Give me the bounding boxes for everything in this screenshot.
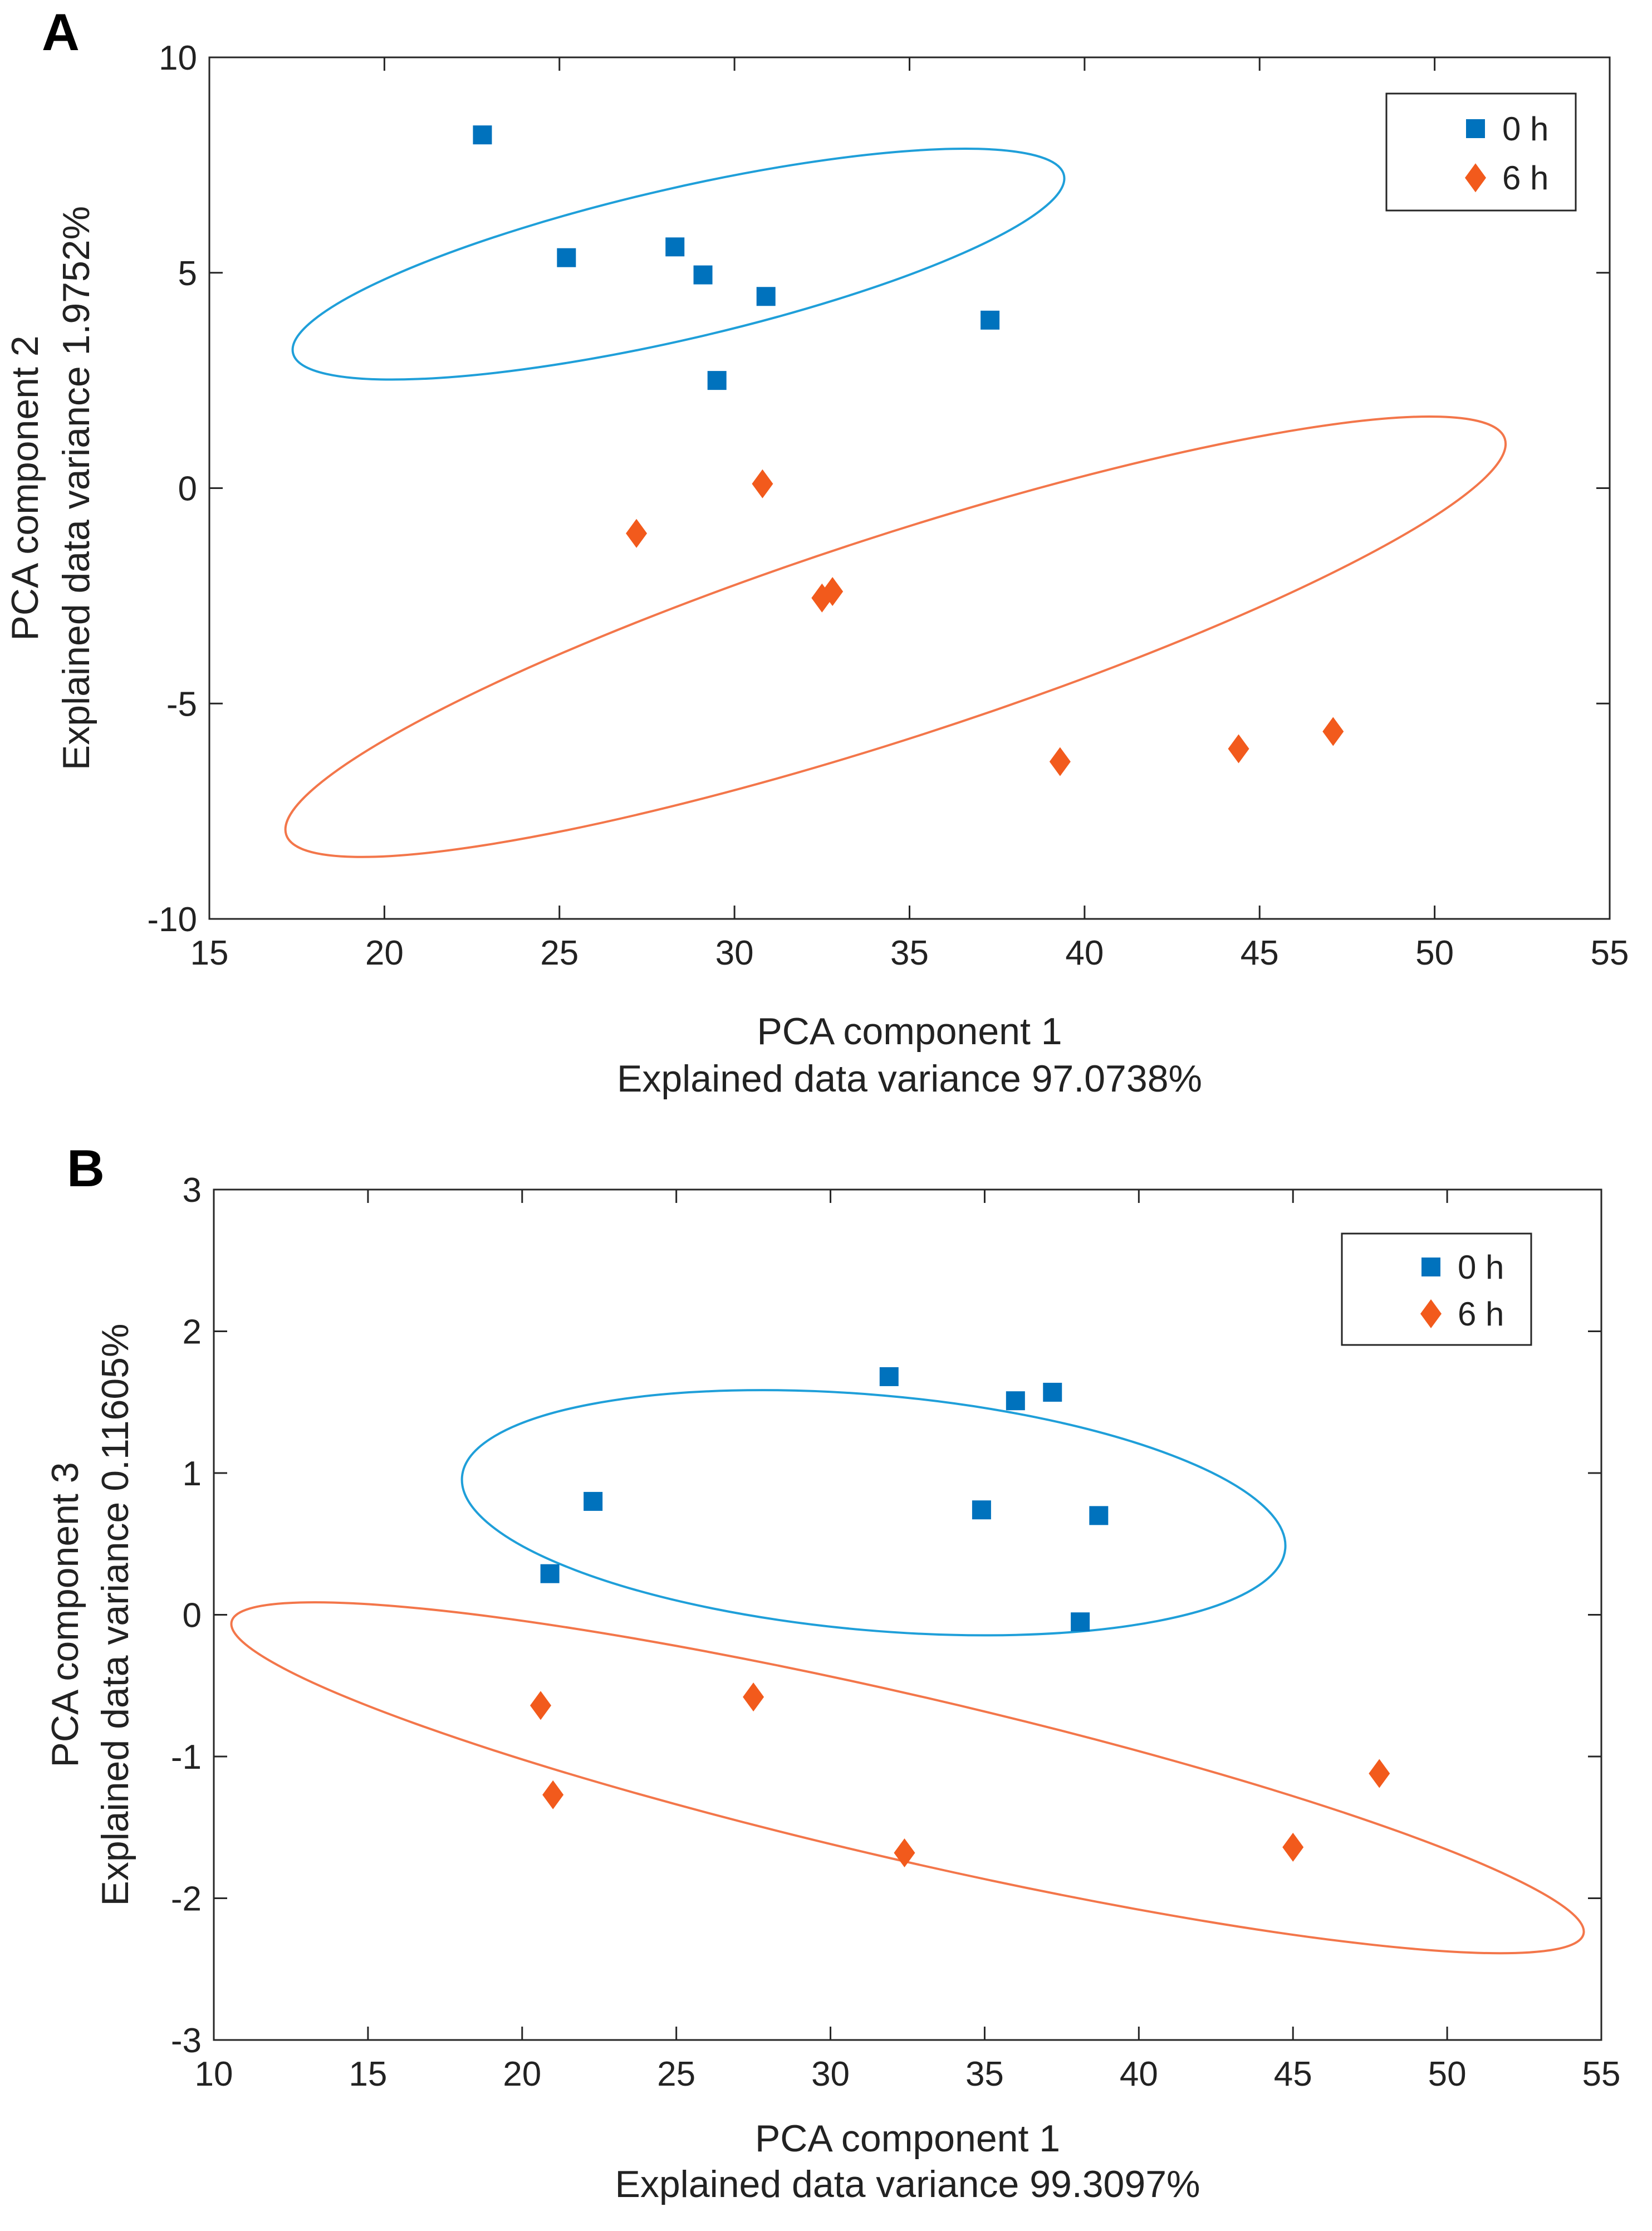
data-point-6h (1049, 747, 1071, 776)
x-tick-label: 30 (811, 2055, 850, 2093)
legend-label: 0 h (1458, 1249, 1504, 1286)
x-tick-label: 55 (1582, 2055, 1621, 2093)
data-point-6h (1282, 1832, 1304, 1862)
legend-marker-square (1466, 119, 1485, 138)
x-tick-label: 45 (1241, 934, 1279, 972)
y-axis-label: PCA component 2 (4, 335, 46, 640)
legend-marker-diamond (1465, 163, 1486, 193)
x-tick-label: 35 (965, 2055, 1004, 2093)
x-tick-label: 45 (1274, 2055, 1312, 2093)
legend-label: 6 h (1502, 159, 1548, 197)
data-point-0h (981, 310, 1000, 330)
x-axis-sublabel: Explained data variance 99.3097% (615, 2163, 1200, 2205)
panel-letter: A (42, 3, 80, 61)
y-tick-label: -3 (171, 2022, 202, 2060)
data-point-0h (1071, 1612, 1090, 1632)
x-tick-label: 15 (190, 934, 229, 972)
data-point-0h (1089, 1506, 1109, 1525)
legend-marker-diamond (1420, 1299, 1442, 1328)
data-point-0h (665, 237, 685, 257)
panel-letter: B (67, 1139, 105, 1197)
legend-box (1341, 1232, 1532, 1346)
y-tick-label: 0 (183, 1597, 202, 1635)
data-point-6h (1322, 717, 1344, 746)
data-point-0h (1006, 1391, 1025, 1411)
confidence-ellipse-6h (284, 415, 1507, 858)
data-point-0h (707, 371, 727, 390)
x-tick-label: 10 (195, 2055, 233, 2093)
x-tick-label: 55 (1591, 934, 1629, 972)
confidence-ellipse-0h (460, 1389, 1287, 1637)
data-point-0h (584, 1491, 603, 1511)
y-tick-label: 1 (183, 1455, 202, 1493)
data-point-6h (530, 1691, 552, 1720)
panel-a: A 15 20 25 30 35 40 45 50 55 -10 -5 0 5 10 PCA componen… (4, 3, 1629, 1100)
y-tick-label: -10 (147, 901, 197, 939)
y-axis-sublabel: Explained data variance 0.11605% (94, 1324, 136, 1906)
data-point-0h (756, 287, 776, 306)
legend-marker-square (1421, 1258, 1440, 1276)
data-point-0h (972, 1500, 991, 1520)
x-tick-label: 40 (1120, 2055, 1158, 2093)
y-tick-label: -5 (166, 685, 197, 723)
x-tick-label: 40 (1065, 934, 1104, 972)
confidence-ellipse-0h (291, 148, 1066, 381)
y-tick-label: -2 (171, 1880, 202, 1919)
y-axis-sublabel: Explained data variance 1.9752% (55, 206, 97, 770)
y-tick-label: 10 (159, 39, 197, 77)
y-axis-label: PCA component 3 (44, 1462, 86, 1767)
panel-b: B 10 15 20 25 30 35 40 45 50 55 -3 -2 -1 0 1 2 3 PCA compo… (44, 1139, 1620, 2205)
x-axis-label: PCA component 1 (755, 2117, 1060, 2160)
legend: 0 h6 h (1385, 92, 1577, 212)
data-point-0h (540, 1564, 560, 1583)
y-tick-label: 2 (183, 1313, 202, 1352)
y-tick-label: 3 (183, 1171, 202, 1210)
data-point-0h (879, 1367, 899, 1386)
x-tick-label: 20 (503, 2055, 541, 2093)
x-axis-label: PCA component 1 (757, 1010, 1062, 1053)
y-tick-label: -1 (171, 1738, 202, 1777)
data-point-6h (1228, 734, 1249, 764)
legend-box (1385, 92, 1577, 212)
data-point-6h (822, 577, 844, 606)
data-point-6h (743, 1682, 764, 1712)
data-point-6h (752, 469, 773, 498)
x-tick-label: 15 (349, 2055, 387, 2093)
x-axis-sublabel: Explained data variance 97.0738% (617, 1058, 1202, 1100)
x-tick-label: 20 (365, 934, 404, 972)
plot-area (284, 125, 1507, 858)
x-tick-label: 35 (890, 934, 929, 972)
data-point-0h (557, 248, 576, 267)
confidence-ellipse-6h (230, 1601, 1585, 1955)
data-point-6h (626, 518, 648, 548)
data-point-6h (894, 1838, 915, 1868)
legend-label: 0 h (1502, 110, 1548, 148)
x-tick-label: 50 (1428, 2055, 1467, 2093)
y-tick-label: 5 (178, 255, 197, 293)
legend: 0 h6 h (1341, 1232, 1532, 1346)
data-point-0h (693, 265, 713, 285)
data-point-6h (542, 1780, 564, 1809)
plot-area (230, 1367, 1585, 1955)
y-tick-label: 0 (178, 470, 197, 508)
data-point-0h (1043, 1382, 1062, 1402)
x-tick-label: 25 (540, 934, 579, 972)
data-point-6h (1369, 1759, 1390, 1788)
legend-label: 6 h (1458, 1295, 1504, 1333)
x-tick-label: 25 (657, 2055, 695, 2093)
data-point-0h (473, 125, 492, 145)
x-tick-label: 30 (715, 934, 754, 972)
x-tick-label: 50 (1415, 934, 1454, 972)
